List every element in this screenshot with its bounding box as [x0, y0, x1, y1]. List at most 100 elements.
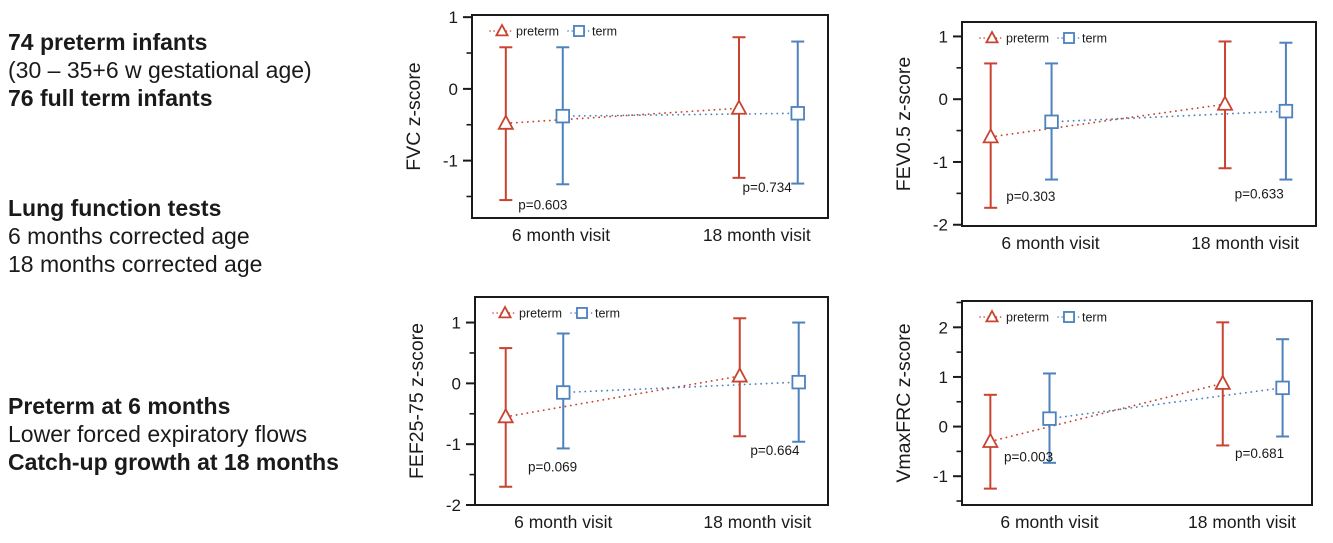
cohort-block: 74 preterm infants (30 – 35+6 w gestatio…	[8, 28, 418, 112]
y-tick-label: 1	[449, 8, 458, 27]
plot-frame	[961, 21, 1317, 227]
legend-term-label: term	[1082, 32, 1107, 46]
term-marker	[1063, 311, 1075, 323]
y-tick-label: -1	[933, 153, 948, 172]
plot-frame	[961, 300, 1313, 506]
preterm-errorbar-18-month	[730, 36, 748, 179]
tests-visit-18mo: 18 months corrected age	[8, 251, 263, 277]
preterm-marker	[1214, 373, 1232, 390]
preterm-trend-line	[989, 103, 1226, 138]
y-tick-label: -1	[446, 435, 461, 454]
y-tick-label: 0	[449, 80, 458, 99]
tests-title: Lung function tests	[8, 195, 222, 221]
preterm-marker	[982, 127, 1000, 144]
y-tick-label: 2	[939, 318, 948, 337]
preterm-errorbar-18-month	[1214, 321, 1232, 447]
preterm-marker	[497, 113, 515, 130]
term-errorbar-6-month	[556, 332, 571, 450]
term-marker	[576, 307, 588, 319]
preterm-trend-line	[989, 382, 1224, 443]
p-value-label: p=0.303	[1006, 189, 1055, 204]
preterm-errorbar-6-month	[497, 46, 515, 202]
cohort-gestational-age: (30 – 35+6 w gestational age)	[8, 57, 312, 83]
term-marker	[791, 374, 806, 390]
p-value-label: p=0.734	[743, 180, 793, 195]
findings-block: Preterm at 6 months Lower forced expirat…	[8, 392, 418, 476]
term-trend-line	[1048, 386, 1284, 420]
p-value-label: p=0.664	[750, 443, 800, 458]
preterm-errorbar-18-month	[1216, 40, 1234, 170]
preterm-marker	[984, 309, 1000, 323]
chart-vmaxfrc-z-score: 2 1 0 -1 6 month visit 18 month visit p=0.003 p…	[893, 300, 1313, 532]
legend-term-label: term	[595, 307, 620, 321]
term-errorbar-18-month	[790, 40, 805, 185]
x-category-label: 6 month visit	[1000, 512, 1098, 532]
y-tick-label: 1	[939, 27, 948, 46]
term-marker	[1063, 32, 1075, 44]
term-marker	[1278, 103, 1294, 119]
preterm-errorbar-6-month	[981, 393, 999, 490]
y-axis-label: FEV0.5 z-score	[893, 57, 915, 191]
finding-preterm-6mo: Preterm at 6 months	[8, 393, 231, 419]
preterm-marker	[497, 407, 515, 424]
term-marker	[1042, 411, 1057, 426]
legend: preterm term	[979, 30, 1107, 46]
preterm-trend-line	[504, 375, 741, 418]
preterm-marker	[981, 432, 999, 448]
legend: preterm term	[492, 305, 620, 321]
term-marker	[1275, 380, 1290, 396]
y-axis-label: VmaxFRC z-score	[893, 323, 915, 482]
y-tick-label: -1	[443, 152, 458, 171]
plot-frame	[474, 296, 829, 506]
preterm-marker	[1216, 94, 1234, 111]
y-tick-label: -1	[933, 467, 948, 486]
preterm-errorbar-6-month	[497, 347, 515, 488]
term-errorbar-18-month	[1278, 41, 1294, 181]
term-marker	[555, 108, 570, 124]
p-value-label: p=0.069	[528, 460, 577, 475]
term-trend-line	[561, 112, 799, 118]
y-tick-label: 1	[939, 368, 948, 387]
p-value-label: p=0.603	[518, 197, 567, 212]
term-errorbar-6-month	[1044, 62, 1059, 181]
x-category-label: 6 month visit	[514, 512, 612, 532]
preterm-marker	[497, 305, 513, 319]
finding-catchup-18mo: Catch-up growth at 18 months	[8, 449, 339, 475]
y-axis-label: FEF25-75 z-score	[406, 323, 428, 479]
tests-block: Lung function tests 6 months corrected a…	[8, 194, 418, 278]
preterm-marker	[984, 30, 1000, 44]
chart-fvc-z-score: 1 0 -1 6 month visit 18 month visit p=0.603 p=…	[403, 8, 829, 245]
preterm-trend-line	[504, 107, 740, 125]
legend-preterm-label: preterm	[519, 307, 562, 321]
legend-preterm-label: preterm	[516, 25, 559, 39]
legend-preterm-label: preterm	[1006, 311, 1049, 325]
y-axis-label: FVC z-score	[403, 62, 425, 170]
chart-fef25-75-z-score: 1 0 -1 -2 6 month visit 18 month visit p=0.069…	[406, 296, 829, 532]
y-tick-label: 0	[939, 418, 948, 437]
p-value-label: p=0.003	[1004, 449, 1053, 464]
y-tick-label: 0	[452, 374, 461, 393]
x-category-label: 18 month visit	[1191, 233, 1299, 253]
plot-frame	[471, 14, 829, 219]
p-value-label: p=0.681	[1235, 446, 1284, 461]
legend: preterm term	[979, 309, 1107, 325]
chart-fev0-5-z-score: 1 0 -1 -2 6 month visit 18 month visit p=0.303…	[893, 21, 1317, 253]
x-category-label: 18 month visit	[703, 225, 811, 245]
term-trend-line	[562, 381, 800, 394]
legend-term-label: term	[592, 25, 617, 39]
preterm-errorbar-18-month	[731, 317, 749, 438]
term-trend-line	[1050, 110, 1287, 123]
x-category-label: 6 month visit	[1001, 233, 1099, 253]
p-value-label: p=0.633	[1235, 186, 1284, 201]
x-category-label: 6 month visit	[512, 225, 610, 245]
term-marker	[573, 25, 585, 37]
term-errorbar-18-month	[791, 321, 806, 443]
legend: preterm term	[489, 23, 617, 39]
legend-term-label: term	[1082, 311, 1107, 325]
legend-preterm-label: preterm	[1006, 32, 1049, 46]
term-marker	[790, 106, 805, 121]
tests-visit-6mo: 6 months corrected age	[8, 223, 250, 249]
cohort-term-count: 76 full term infants	[8, 85, 213, 111]
